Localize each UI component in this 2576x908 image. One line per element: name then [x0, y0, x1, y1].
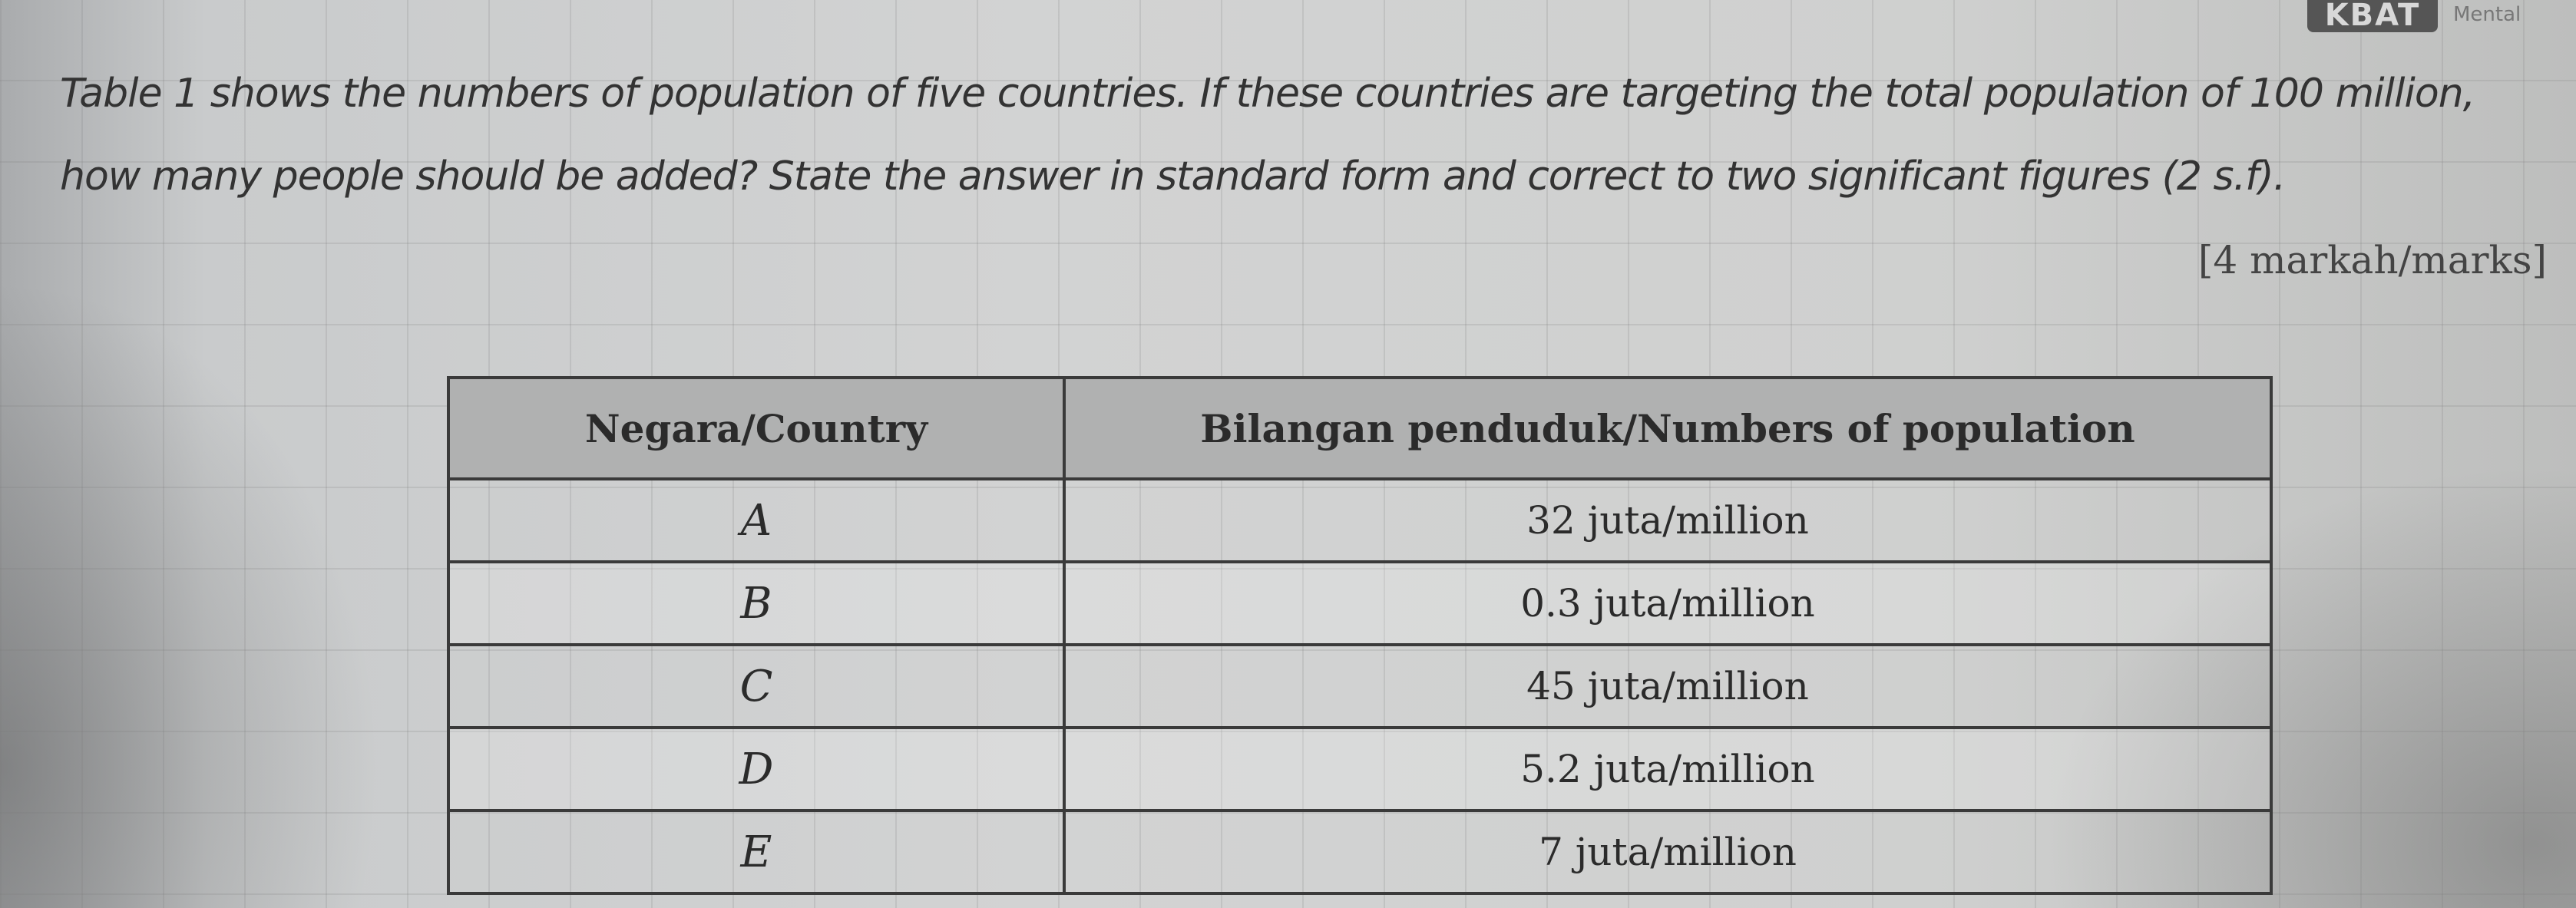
question-line-2: how many people should be added? State t…	[60, 154, 2286, 200]
table-header-row: Negara/Country Bilangan penduduk/Numbers…	[447, 376, 2273, 480]
header-country: Negara/Country	[447, 376, 1066, 480]
badge-label: Mental	[2453, 3, 2521, 26]
country-cell: C	[447, 643, 1066, 729]
population-cell: 5.2 juta/million	[1063, 726, 2273, 812]
marks-label: [4 markah/marks]	[2197, 238, 2547, 282]
population-cell: 32 juta/million	[1063, 477, 2273, 563]
population-cell: 0.3 juta/million	[1063, 560, 2273, 646]
kbat-badge: KBAT	[2307, 0, 2438, 32]
table-row: B 0.3 juta/million	[447, 560, 2273, 646]
country-cell: D	[447, 726, 1066, 812]
header-population: Bilangan penduduk/Numbers of population	[1063, 376, 2273, 480]
country-cell: E	[447, 809, 1066, 895]
population-cell: 45 juta/million	[1063, 643, 2273, 729]
question-line-1: Table 1 shows the numbers of population …	[60, 71, 2475, 117]
table-row: C 45 juta/million	[447, 643, 2273, 729]
population-table: Negara/Country Bilangan penduduk/Numbers…	[447, 376, 2273, 895]
country-cell: A	[447, 477, 1066, 563]
table-row: E 7 juta/million	[447, 809, 2273, 895]
table-row: D 5.2 juta/million	[447, 726, 2273, 812]
table-row: A 32 juta/million	[447, 477, 2273, 563]
population-cell: 7 juta/million	[1063, 809, 2273, 895]
country-cell: B	[447, 560, 1066, 646]
